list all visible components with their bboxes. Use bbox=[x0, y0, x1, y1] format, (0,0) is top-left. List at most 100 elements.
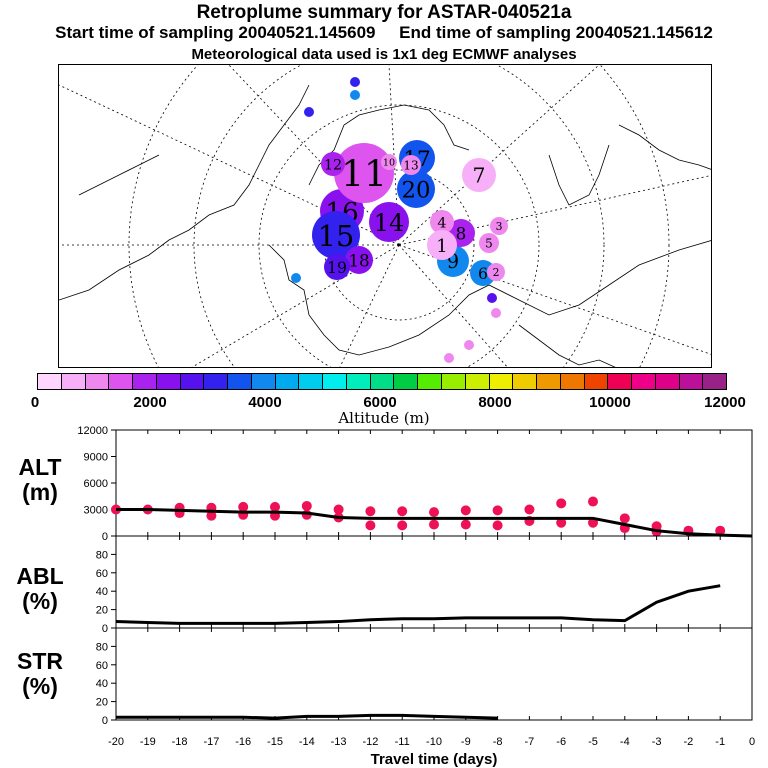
alt-marker bbox=[460, 505, 471, 516]
colorbar-swatch bbox=[655, 374, 680, 389]
alt-marker bbox=[588, 496, 598, 507]
x-tick-label: -7 bbox=[525, 736, 535, 748]
plume-marker bbox=[381, 154, 397, 170]
y-tick-label: 20 bbox=[96, 697, 108, 709]
chart-title: Retroplume summary for ASTAR-040521a bbox=[196, 2, 572, 23]
x-tick-label: -8 bbox=[493, 736, 503, 748]
x-tick-label: -6 bbox=[556, 736, 566, 748]
plume-marker bbox=[324, 254, 350, 280]
alt-marker bbox=[429, 519, 439, 530]
meridian bbox=[398, 175, 711, 246]
x-tick-label: -10 bbox=[426, 736, 442, 748]
colorbar-tick-label: 10000 bbox=[589, 394, 631, 411]
x-tick-label: -15 bbox=[267, 736, 283, 748]
alt-marker bbox=[556, 498, 567, 509]
plume-marker-small bbox=[350, 90, 360, 100]
colorbar-swatch bbox=[537, 374, 561, 389]
plume-marker bbox=[462, 158, 496, 192]
alt-marker bbox=[206, 510, 217, 521]
y-tick-label: 80 bbox=[96, 641, 108, 653]
plume-marker bbox=[321, 152, 345, 176]
alt-marker bbox=[270, 501, 280, 512]
plume-marker-label: 12 bbox=[324, 157, 342, 173]
alt-marker bbox=[492, 520, 503, 531]
y-tick-label: 9000 bbox=[84, 452, 108, 464]
alt-marker bbox=[715, 525, 726, 536]
y-tick-label: 6000 bbox=[84, 478, 108, 490]
alt-label-unit: (m) bbox=[22, 479, 58, 505]
altitude-colorbar bbox=[37, 373, 727, 390]
colorbar-label: Altitude (m) bbox=[338, 409, 430, 427]
colorbar-swatch bbox=[156, 374, 181, 389]
plume-marker-label: 14 bbox=[374, 209, 405, 237]
colorbar-swatch bbox=[38, 374, 62, 389]
colorbar-tick-label: 8000 bbox=[478, 394, 512, 411]
colorbar-swatch bbox=[109, 374, 134, 389]
sampling-time-line: Start time of sampling 20040521.145609 E… bbox=[55, 23, 713, 42]
plume-marker-small bbox=[304, 107, 314, 117]
colorbar-swatch bbox=[560, 374, 585, 389]
colorbar-swatch bbox=[228, 374, 252, 389]
colorbar-swatch bbox=[61, 374, 86, 389]
plume-marker-label: 18 bbox=[348, 250, 369, 270]
x-tick-label: -18 bbox=[172, 736, 188, 748]
colorbar-tick-label: 0 bbox=[30, 394, 40, 411]
plume-marker bbox=[427, 230, 457, 260]
colorbar-swatch bbox=[346, 374, 371, 389]
retroplume-map: 1615111720141213181910987654321 bbox=[58, 64, 712, 368]
latitude-circle bbox=[258, 104, 540, 367]
coastline bbox=[59, 84, 310, 301]
plume-marker-label: 6 bbox=[478, 265, 488, 283]
alt-marker bbox=[333, 504, 344, 515]
alt-marker bbox=[301, 500, 312, 511]
y-tick-label: 3000 bbox=[84, 505, 108, 517]
plume-marker bbox=[490, 217, 508, 235]
x-tick-label: -14 bbox=[299, 736, 315, 748]
plume-marker bbox=[401, 155, 421, 175]
coastline bbox=[618, 124, 711, 170]
alt-marker bbox=[397, 520, 408, 531]
abl-panel-frame bbox=[115, 535, 753, 629]
alt-panel-label: ALT (m) bbox=[0, 455, 80, 505]
coastline bbox=[548, 144, 610, 206]
colorbar-swatch bbox=[275, 374, 300, 389]
x-tick-label: -12 bbox=[362, 736, 378, 748]
coastline bbox=[518, 324, 616, 367]
colorbar-tick-label: 2000 bbox=[133, 394, 167, 411]
plume-marker bbox=[312, 211, 360, 259]
y-tick-label: 0 bbox=[102, 531, 108, 543]
plume-marker-small bbox=[350, 77, 360, 87]
plume-marker-small bbox=[444, 353, 454, 363]
plume-marker bbox=[397, 170, 435, 208]
colorbar-swatch bbox=[180, 374, 205, 389]
y-tick-label: 60 bbox=[96, 568, 108, 580]
colorbar-swatch bbox=[133, 374, 157, 389]
coastline bbox=[268, 240, 711, 356]
alt-marker bbox=[460, 519, 471, 530]
plume-marker-label: 2 bbox=[493, 266, 500, 279]
plume-marker bbox=[369, 202, 409, 242]
x-tick-label: -1 bbox=[715, 736, 725, 748]
latitude-circle bbox=[193, 65, 605, 367]
x-tick-label: -2 bbox=[684, 736, 694, 748]
y-tick-label: 0 bbox=[102, 623, 108, 635]
alt-label-name: ALT bbox=[18, 454, 62, 480]
colorbar-swatch bbox=[370, 374, 395, 389]
colorbar-swatch bbox=[513, 374, 538, 389]
x-tick-label: -4 bbox=[620, 736, 630, 748]
plume-marker-small bbox=[291, 273, 301, 283]
colorbar-swatch bbox=[465, 374, 490, 389]
abl-label-name: ABL bbox=[16, 563, 64, 589]
x-tick-label: -3 bbox=[652, 736, 662, 748]
alt-marker bbox=[429, 507, 439, 518]
colorbar-swatch bbox=[632, 374, 656, 389]
plume-marker-small bbox=[464, 340, 474, 350]
plume-markers: 1615111720141213181910987654321 bbox=[291, 77, 508, 363]
str-label-unit: (%) bbox=[22, 673, 58, 699]
plume-marker-label: 20 bbox=[401, 178, 430, 204]
colorbar-swatch bbox=[251, 374, 276, 389]
meteorological-data-line: Meteorological data used is 1x1 deg ECMW… bbox=[191, 46, 577, 63]
plume-marker bbox=[479, 233, 499, 253]
x-tick-label: -9 bbox=[461, 736, 471, 748]
